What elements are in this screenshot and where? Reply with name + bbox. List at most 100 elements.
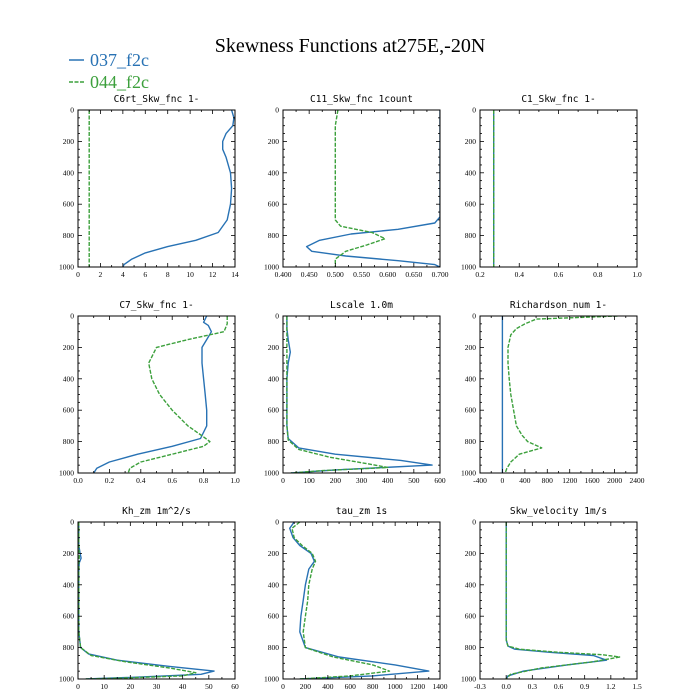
series-group [501, 316, 618, 473]
series-line-037_f2c [305, 110, 440, 267]
x-tick-label: 0.500 [327, 270, 344, 279]
y-tick-label: 400 [465, 168, 477, 177]
y-tick-label: 800 [465, 643, 477, 652]
x-tick-label: 2000 [607, 476, 622, 485]
x-tick-label: 1200 [410, 682, 425, 691]
y-tick-label: 800 [465, 437, 477, 446]
plot-frame [282, 109, 441, 268]
y-tick-label: 200 [63, 549, 75, 558]
x-tick-label: -400 [473, 476, 487, 485]
x-tick-label: 0.2 [475, 270, 485, 279]
x-tick-label: 0.9 [580, 682, 590, 691]
x-tick-label: 0.0 [73, 476, 83, 485]
y-tick-label: 400 [63, 374, 75, 383]
series-group [505, 522, 621, 679]
y-tick-label: 1000 [264, 263, 279, 272]
x-tick-label: 100 [304, 476, 316, 485]
y-tick-label: 400 [268, 374, 280, 383]
y-tick-label: 600 [465, 612, 477, 621]
y-tick-label: 0 [275, 312, 279, 321]
x-tick-label: 0.450 [301, 270, 318, 279]
y-tick-label: 200 [465, 343, 477, 352]
y-tick-label: 1000 [59, 675, 74, 684]
y-tick-label: 400 [268, 168, 280, 177]
y-tick-label: 800 [63, 643, 75, 652]
x-tick-label: 8 [166, 270, 170, 279]
y-tick-label: 600 [63, 406, 75, 415]
y-tick-label: 1000 [59, 263, 74, 272]
y-tick-label: 800 [268, 437, 280, 446]
series-line-044_f2c [286, 316, 389, 473]
series-line-037_f2c [289, 522, 430, 679]
x-tick-label: 60 [231, 682, 239, 691]
x-tick-label: 400 [322, 682, 334, 691]
y-tick-label: 400 [63, 168, 75, 177]
x-tick-label: 1600 [585, 476, 600, 485]
y-tick-label: 800 [268, 231, 280, 240]
series-line-037_f2c [286, 316, 433, 473]
x-tick-label: 300 [356, 476, 368, 485]
x-tick-label: 400 [382, 476, 394, 485]
y-tick-label: 600 [63, 612, 75, 621]
x-tick-label: 0 [76, 682, 80, 691]
y-tick-label: 600 [268, 200, 280, 209]
x-tick-label: 12 [209, 270, 217, 279]
x-tick-label: 2 [99, 270, 103, 279]
x-tick-label: 0 [281, 476, 285, 485]
x-tick-label: 10 [186, 270, 194, 279]
x-tick-label: 0.550 [353, 270, 370, 279]
y-tick-label: 800 [63, 231, 75, 240]
y-tick-label: 0 [275, 106, 279, 115]
y-tick-label: 1000 [59, 469, 74, 478]
x-tick-label: 800 [542, 476, 554, 485]
x-tick-label: 40 [179, 682, 187, 691]
x-tick-label: 1.0 [632, 270, 642, 279]
panel-2: C11_Skw_fnc 1count 0 200 400 600 800 10000.400… [264, 94, 449, 279]
y-tick-label: 200 [465, 137, 477, 146]
x-tick-label: 1.5 [632, 682, 642, 691]
y-tick-label: 200 [63, 137, 75, 146]
series-line-037_f2c [505, 522, 608, 679]
x-tick-label: 0.6 [554, 270, 564, 279]
x-tick-label: 1.0 [230, 476, 240, 485]
x-tick-label: 1400 [433, 682, 448, 691]
x-tick-label: -0.3 [474, 682, 486, 691]
plot-frame [282, 521, 441, 680]
plot-frame [479, 109, 638, 268]
figure-title: Skewness Functions at275E,-20N [215, 35, 486, 57]
y-tick-label: 1000 [461, 469, 476, 478]
x-tick-label: 0.3 [528, 682, 538, 691]
panel-9: Skw_velocity 1m/s 0 200 400 600 800 1000-0.3 0.… [461, 506, 642, 691]
x-tick-label: 0.0 [501, 682, 511, 691]
y-tick-label: 200 [268, 343, 280, 352]
x-tick-label: 1.2 [606, 682, 616, 691]
series-group [93, 316, 228, 473]
y-tick-label: 200 [465, 549, 477, 558]
plot-frame [479, 521, 638, 680]
x-tick-label: 0 [281, 682, 285, 691]
series-group [286, 316, 433, 473]
x-tick-label: 14 [231, 270, 239, 279]
x-tick-label: 1200 [562, 476, 577, 485]
x-tick-label: 0.2 [105, 476, 115, 485]
y-tick-label: 800 [465, 231, 477, 240]
x-tick-label: 2400 [630, 476, 645, 485]
series-group [78, 522, 215, 679]
x-tick-label: 0.600 [379, 270, 396, 279]
x-tick-label: 0 [76, 270, 80, 279]
x-tick-label: 600 [345, 682, 357, 691]
x-tick-label: 200 [330, 476, 342, 485]
panel-title: Lscale 1.0m [330, 300, 393, 311]
y-tick-label: 400 [268, 580, 280, 589]
x-tick-label: 0.700 [432, 270, 449, 279]
x-tick-label: 0.8 [593, 270, 603, 279]
plot-frame [479, 315, 638, 474]
y-tick-label: 0 [70, 312, 74, 321]
series-group [289, 522, 430, 679]
series-line-044_f2c [291, 522, 391, 679]
